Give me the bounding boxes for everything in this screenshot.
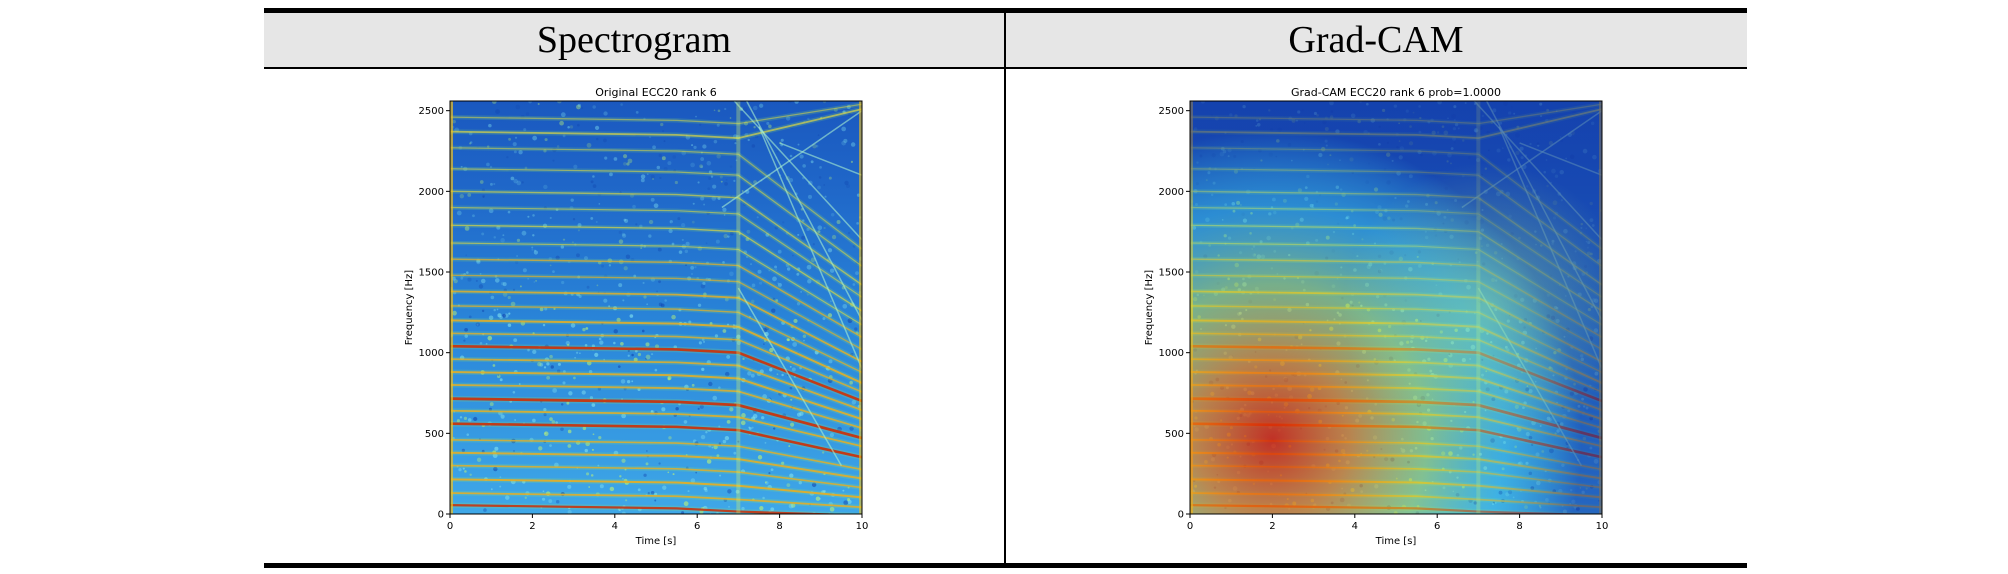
y-axis-label: Frequency [Hz] bbox=[1144, 270, 1155, 346]
x-tick-label: 2 bbox=[529, 521, 535, 532]
y-tick-label: 1000 bbox=[419, 348, 444, 359]
y-tick-label: 2500 bbox=[419, 106, 444, 117]
y-tick-label: 2500 bbox=[1159, 106, 1184, 117]
x-tick-label: 10 bbox=[1596, 521, 1609, 532]
x-tick-label: 0 bbox=[447, 521, 453, 532]
y-tick-label: 2000 bbox=[1159, 187, 1184, 198]
y-axis-label: Frequency [Hz] bbox=[404, 270, 415, 346]
x-tick-label: 0 bbox=[1187, 521, 1193, 532]
x-tick-label: 8 bbox=[776, 521, 782, 532]
column-divider bbox=[1004, 13, 1006, 564]
figure-table: Spectrogram Grad-CAM 0 2 4 6 8 10 0 500 1000 1500… bbox=[264, 0, 1747, 574]
y-tick-label: 0 bbox=[438, 510, 444, 521]
y-tick-label: 0 bbox=[1178, 510, 1184, 521]
x-axis-label: Time [s] bbox=[1375, 536, 1417, 547]
spectrogram-panel: 0 2 4 6 8 10 0 500 1000 1500 2000 2500 Original ECC2… bbox=[384, 80, 944, 560]
y-tick-label: 1000 bbox=[1159, 348, 1184, 359]
gradcam-chart: 0 2 4 6 8 10 0 500 1000 1500 2000 2500 Grad-CAM ECC2… bbox=[1144, 86, 1609, 547]
x-tick-label: 2 bbox=[1269, 521, 1275, 532]
y-tick-label: 500 bbox=[1165, 429, 1184, 440]
x-tick-label: 4 bbox=[1352, 521, 1358, 532]
x-tick-label: 6 bbox=[694, 521, 700, 532]
x-tick-label: 4 bbox=[612, 521, 618, 532]
chart-title: Original ECC20 rank 6 bbox=[595, 86, 716, 99]
column-header-gradcam: Grad-CAM bbox=[1288, 19, 1464, 61]
bottom-rule bbox=[264, 563, 1747, 568]
x-tick-label: 10 bbox=[856, 521, 869, 532]
spectrogram-chart: 0 2 4 6 8 10 0 500 1000 1500 2000 2500 Original ECC2… bbox=[404, 86, 869, 547]
x-tick-label: 6 bbox=[1434, 521, 1440, 532]
chart-title: Grad-CAM ECC20 rank 6 prob=1.0000 bbox=[1291, 86, 1501, 99]
top-rule bbox=[264, 8, 1747, 13]
x-axis-label: Time [s] bbox=[635, 536, 677, 547]
column-header-spectrogram: Spectrogram bbox=[536, 19, 732, 61]
y-tick-label: 1500 bbox=[419, 268, 444, 279]
y-tick-label: 2000 bbox=[419, 187, 444, 198]
x-tick-label: 8 bbox=[1516, 521, 1522, 532]
y-tick-label: 500 bbox=[425, 429, 444, 440]
gradcam-panel: 0 2 4 6 8 10 0 500 1000 1500 2000 2500 Grad-CAM ECC2… bbox=[1124, 80, 1684, 560]
y-tick-label: 1500 bbox=[1159, 268, 1184, 279]
